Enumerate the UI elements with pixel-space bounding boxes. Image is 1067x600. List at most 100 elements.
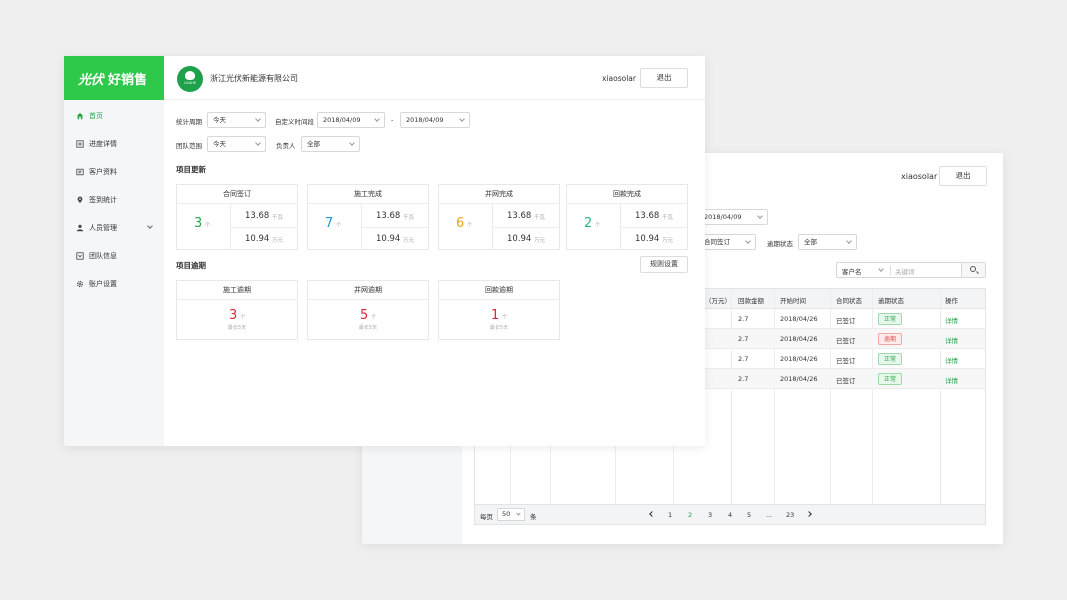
- card-count-unit: 个: [595, 223, 601, 229]
- card-capacity: 13.68: [635, 211, 660, 221]
- team-select-value: 今天: [213, 140, 226, 148]
- page-link[interactable]: 4: [728, 511, 733, 519]
- date-from-value: 2018/04/09: [323, 116, 361, 124]
- sidebar-item-label: 进度详情: [89, 140, 117, 148]
- chevron-right-icon[interactable]: [806, 511, 812, 517]
- card-amount: 10.94: [507, 234, 532, 244]
- chevron-down-icon: [349, 140, 355, 146]
- sidebar-item-team[interactable]: 团队信息: [64, 246, 164, 266]
- page-link[interactable]: 5: [747, 511, 752, 519]
- sidebar-item-customers[interactable]: 客户资料: [64, 162, 164, 182]
- logout-button[interactable]: 退出: [640, 68, 688, 88]
- card-capacity: 13.68: [245, 211, 270, 221]
- username: xiaosolar: [602, 74, 636, 83]
- card-capacity-unit: 千瓦: [272, 215, 284, 221]
- search-button[interactable]: [961, 263, 985, 277]
- page-link[interactable]: 1: [668, 511, 673, 519]
- status-badge: 正常: [878, 313, 903, 325]
- stat-card-contract[interactable]: 合同签订 3 个 13.68 千瓦 10.94 万元: [176, 184, 298, 250]
- col-header: （万元）: [705, 297, 731, 305]
- contract-status-value: 合同签订: [704, 238, 730, 246]
- search-input[interactable]: 关键词: [895, 268, 915, 276]
- table-row: 2.7 2018/04/26 已签订 正常 详情: [475, 349, 985, 369]
- per-page-label: 每页: [480, 513, 493, 521]
- stat-card-payment[interactable]: 回款完成 2 个 13.68 千瓦 10.94 万元: [566, 184, 688, 250]
- date-from-select[interactable]: 2018/04/09: [317, 112, 385, 128]
- search-scope-select[interactable]: 客户名: [842, 268, 862, 276]
- search-icon: [970, 266, 976, 272]
- team-label: 团队范围: [176, 142, 202, 150]
- card-title: 施工完成: [308, 185, 428, 204]
- card-capacity-unit: 千瓦: [534, 215, 546, 221]
- rule-settings-button[interactable]: 规则设置: [640, 256, 688, 273]
- card-count: 5: [360, 308, 369, 323]
- col-header: 回款金额: [738, 297, 764, 305]
- card-count-unit: 个: [371, 315, 377, 321]
- card-count: 3: [194, 216, 203, 231]
- team-select[interactable]: 今天: [207, 136, 266, 152]
- detail-link[interactable]: 详情: [945, 337, 958, 345]
- card-subtext: 最长5天: [489, 325, 509, 331]
- date-select[interactable]: 2018/04/09: [698, 209, 768, 225]
- date-to-select[interactable]: 2018/04/09: [400, 112, 470, 128]
- per-page-value: 50: [502, 510, 511, 518]
- team-info-icon: [76, 252, 84, 260]
- date-cell: 2018/04/26: [780, 315, 818, 323]
- detail-link[interactable]: 详情: [945, 357, 958, 365]
- home-icon: [76, 112, 84, 120]
- overdue-card-grid[interactable]: 并网逾期 5 个 最长5天: [307, 280, 429, 340]
- leaf-icon: [185, 71, 195, 80]
- overdue-card-payment[interactable]: 回款逾期 1 个 最长5天: [438, 280, 560, 340]
- period-select[interactable]: 今天: [207, 112, 266, 128]
- overdue-status-select[interactable]: 全部: [798, 234, 857, 250]
- card-amount-unit: 万元: [272, 238, 284, 244]
- sidebar-item-progress[interactable]: 进度详情: [64, 134, 164, 154]
- sidebar-item-label: 客户资料: [89, 168, 117, 176]
- per-page-select[interactable]: 50: [497, 508, 525, 521]
- stat-card-grid[interactable]: 并网完成 6 个 13.68 千瓦 10.94 万元: [438, 184, 560, 250]
- card-count: 1: [491, 308, 500, 323]
- card-amount: 10.94: [245, 234, 270, 244]
- card-amount-unit: 万元: [662, 238, 674, 244]
- date-cell: 2018/04/26: [780, 335, 818, 343]
- chevron-left-icon[interactable]: [649, 511, 655, 517]
- overdue-card-construction[interactable]: 施工逾期 3 个 最长5天: [176, 280, 298, 340]
- chevron-down-icon: [255, 140, 261, 146]
- col-header: 操作: [945, 297, 958, 305]
- status-badge: 正常: [878, 373, 903, 385]
- contract-status-select[interactable]: 合同签订: [698, 234, 756, 250]
- card-title: 施工逾期: [177, 281, 297, 300]
- sidebar-item-checkin[interactable]: 签到统计: [64, 190, 164, 210]
- stat-card-construction[interactable]: 施工完成 7 个 13.68 千瓦 10.94 万元: [307, 184, 429, 250]
- logo-text: CAUHE: [183, 81, 197, 85]
- owner-label: 负责人: [276, 142, 296, 150]
- page-link[interactable]: 23: [786, 511, 795, 519]
- owner-select[interactable]: 全部: [301, 136, 360, 152]
- page-link-current[interactable]: 2: [688, 511, 693, 519]
- detail-link[interactable]: 详情: [945, 377, 958, 385]
- card-subtext: 最长5天: [227, 325, 247, 331]
- card-count-unit: 个: [467, 223, 473, 229]
- progress-icon: [76, 140, 84, 148]
- sidebar-item-home[interactable]: 首页: [64, 106, 164, 126]
- sidebar-item-staff[interactable]: 人员管理: [64, 218, 164, 238]
- card-count: 3: [229, 308, 238, 323]
- username: xiaosolar: [901, 172, 938, 181]
- location-pin-icon: [77, 196, 83, 204]
- col-header: 开始时间: [780, 297, 806, 305]
- card-capacity: 13.68: [507, 211, 532, 221]
- card-count: 7: [325, 216, 334, 231]
- logout-button[interactable]: 退出: [939, 166, 987, 186]
- detail-link[interactable]: 详情: [945, 317, 958, 325]
- sidebar-item-label: 首页: [89, 112, 103, 120]
- card-capacity: 13.68: [376, 211, 401, 221]
- chevron-down-icon: [757, 213, 763, 219]
- search-box: 客户名 关键词: [836, 262, 986, 278]
- card-amount-unit: 万元: [403, 238, 415, 244]
- card-count: 2: [584, 216, 593, 231]
- dashboard-window: 光伏 好销售 首页 进度详情 客户资料 签到统计 人员管理 团队信息: [64, 56, 705, 446]
- col-header: 逾期状态: [878, 297, 904, 305]
- gear-icon: [76, 280, 84, 288]
- page-link[interactable]: 3: [708, 511, 713, 519]
- sidebar-item-account[interactable]: 账户设置: [64, 274, 164, 294]
